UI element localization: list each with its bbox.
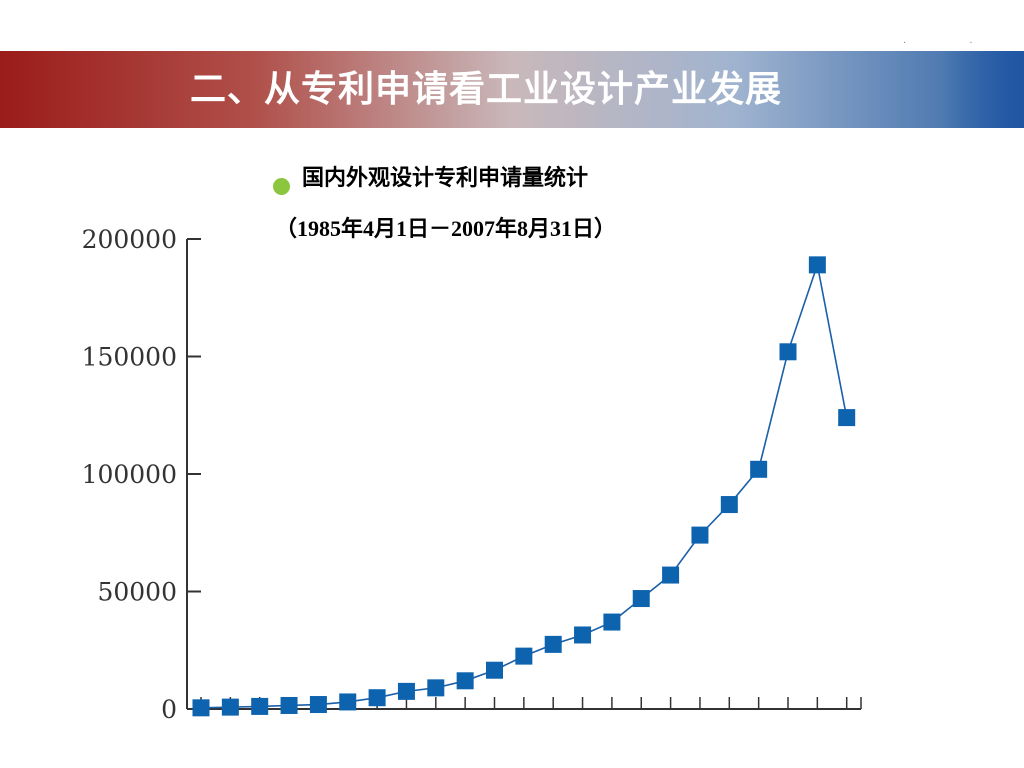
data-point-1992 <box>397 682 415 700</box>
y-tick-label: 200000 <box>82 225 177 254</box>
data-point-1987 <box>251 697 269 715</box>
data-point-1996 <box>515 647 533 665</box>
data-point-2002 <box>691 526 709 544</box>
y-tick-label: 0 <box>161 695 177 724</box>
data-point-2000 <box>632 590 650 608</box>
data-point-1995 <box>486 661 503 679</box>
data-point-2007 <box>838 409 856 427</box>
data-point-1985 <box>192 699 210 717</box>
chart-subtitle: （1985年4月1日－2007年8月31日） <box>275 216 617 241</box>
data-point-1990 <box>339 693 357 711</box>
corner-mark: · · <box>903 38 1003 49</box>
data-point-1991 <box>368 689 386 707</box>
y-tick-label: 100000 <box>82 460 177 489</box>
chart-series <box>192 256 856 717</box>
series-line <box>200 261 848 709</box>
y-tick-label: 150000 <box>82 343 177 372</box>
data-point-1999 <box>603 613 621 631</box>
data-point-2005 <box>779 343 797 361</box>
chart-title: 国内外观设计专利申请量统计 <box>302 166 589 191</box>
data-point-1986 <box>221 698 239 716</box>
data-point-1997 <box>544 635 562 653</box>
bullet-dot-icon <box>273 178 290 195</box>
title-banner <box>0 51 1024 128</box>
data-point-1989 <box>309 696 327 714</box>
slide-title: 二、从专利申请看工业设计产业发展 <box>190 69 783 110</box>
data-point-2003 <box>720 496 738 514</box>
data-point-1988 <box>280 696 298 714</box>
y-tick-label: 50000 <box>97 578 177 607</box>
data-point-1993 <box>427 679 445 697</box>
data-point-2001 <box>662 566 680 584</box>
data-point-1994 <box>456 672 474 690</box>
data-point-2006 <box>808 256 826 274</box>
chart-axes: 0 50000 100000 150000 200000 <box>82 225 862 724</box>
data-point-1998 <box>574 626 592 644</box>
data-point-2004 <box>750 460 768 478</box>
